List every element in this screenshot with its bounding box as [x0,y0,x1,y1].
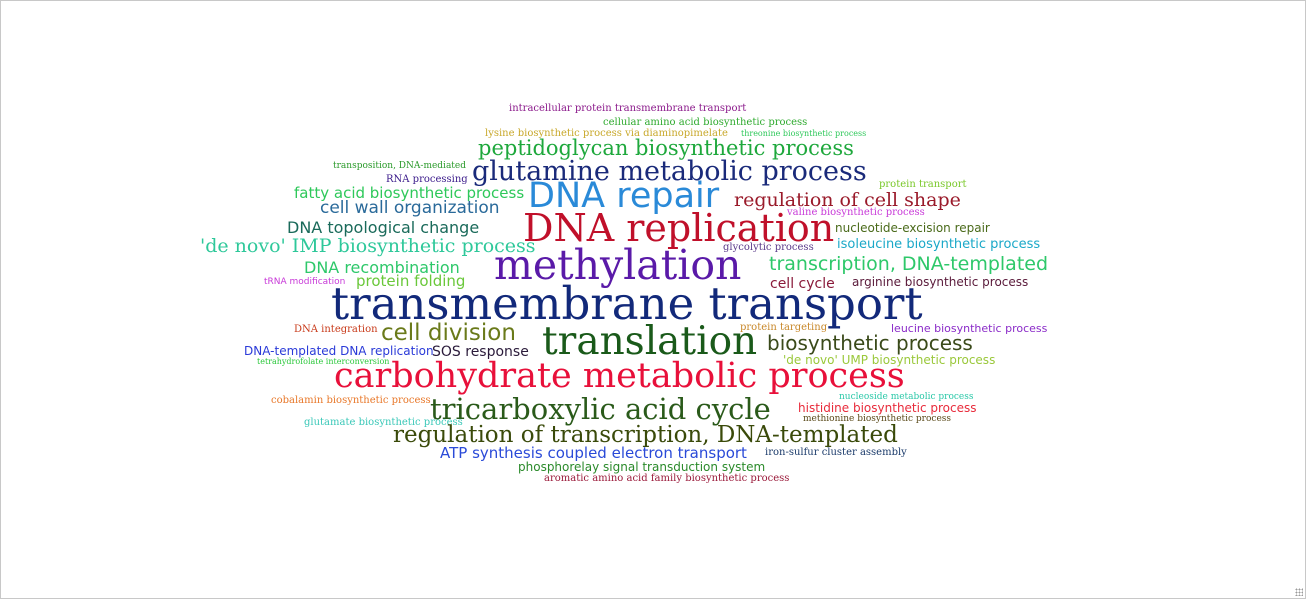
word: cobalamin biosynthetic process [271,395,431,406]
word: glycolytic process [723,242,814,253]
word: methionine biosynthetic process [803,414,952,424]
word: methylation [494,241,742,289]
word: cell wall organization [320,198,500,218]
word: transmembrane transport [331,277,923,330]
word: histidine biosynthetic process [798,401,977,415]
word: biosynthetic process [767,331,973,355]
word: carbohydrate metabolic process [334,356,905,396]
resize-grip-icon[interactable] [1295,588,1303,596]
word: arginine biosynthetic process [852,275,1029,289]
word: DNA topological change [287,218,480,237]
word: ATP synthesis coupled electron transport [440,444,747,462]
word: regulation of cell shape [734,189,961,211]
word: regulation of transcription, DNA-templat… [393,422,898,448]
word: threonine biosynthetic process [741,129,867,138]
word: translation [542,319,758,364]
word: transposition, DNA-mediated [333,161,467,171]
word: protein transport [879,179,967,190]
word: transcription, DNA-templated [769,253,1049,275]
word: intracellular protein transmembrane tran… [509,103,747,114]
word: DNA recombination [304,258,460,277]
word: cell cycle [770,276,835,292]
word: protein targeting [740,322,828,333]
word: tRNA modification [264,277,346,287]
word: fatty acid biosynthetic process [294,184,525,202]
word: DNA repair [528,176,720,216]
word: peptidoglycan biosynthetic process [478,136,854,160]
word: isoleucine biosynthetic process [837,237,1041,252]
word: phosphorelay signal transduction system [518,460,766,474]
word: aromatic amino acid family biosynthetic … [544,473,790,484]
word: cell division [381,320,516,346]
word: nucleoside metabolic process [839,392,974,402]
word: protein folding [356,272,466,290]
word: 'de novo' UMP biosynthetic process [783,353,996,367]
word: SOS response [432,344,529,360]
word: DNA-templated DNA replication [244,344,434,358]
word: iron-sulfur cluster assembly [765,447,907,458]
word: DNA replication [523,206,835,250]
word: tetrahydrofolate interconversion [257,357,390,366]
word: 'de novo' IMP biosynthetic process [200,235,536,257]
word: cellular amino acid biosynthetic process [603,117,808,128]
word: nucleotide-excision repair [835,221,990,235]
word: glutamate biosynthetic process [304,417,463,428]
word: DNA integration [294,324,378,335]
word: leucine biosynthetic process [891,322,1048,335]
word: lysine biosynthetic process via diaminop… [485,128,728,139]
word: glutamine metabolic process [472,156,867,187]
word: valine biosynthetic process [787,207,925,218]
word: tricarboxylic acid cycle [430,392,771,426]
word: RNA processing [386,174,468,185]
